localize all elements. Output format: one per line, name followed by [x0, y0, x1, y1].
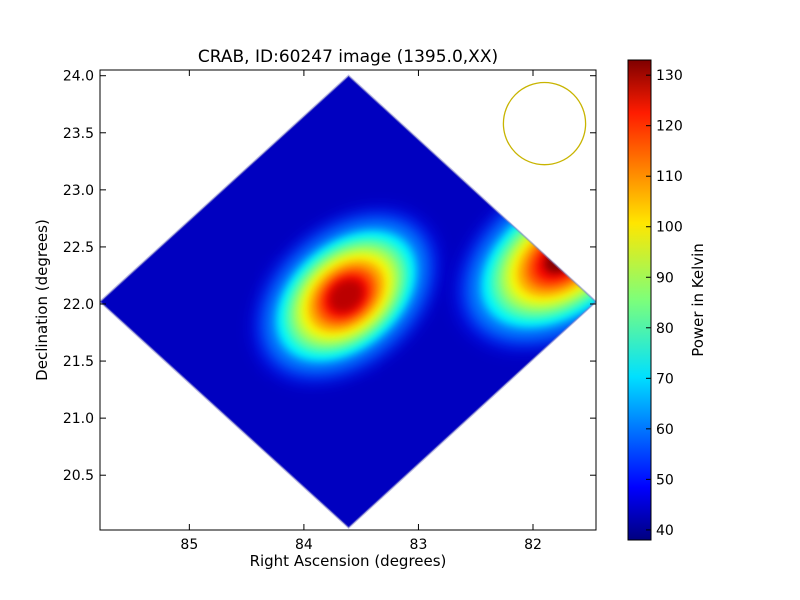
- plot-area: 85 84 83 82 20.5 21.0 21.5 22.0 22.5 23.0 23.5 24.…: [63, 69, 597, 553]
- colorbar-gradient: [627, 59, 652, 541]
- colorbar-tick-label: 100: [656, 220, 683, 236]
- colorbar-label: Power in Kelvin: [689, 243, 707, 357]
- colorbar-tick-label: 90: [656, 270, 674, 286]
- plot-frame: [99, 69, 597, 531]
- coverage-edge: [100, 74, 596, 530]
- x-axis: 85 84 83 82: [180, 70, 542, 553]
- x-axis-label: Right Ascension (degrees): [250, 552, 447, 570]
- x-tick-label: 84: [295, 537, 313, 553]
- y-tick-label: 22.5: [63, 240, 94, 256]
- colorbar-tick-label: 60: [656, 422, 674, 438]
- intensity-contour: [329, 280, 363, 312]
- y-axis-label: Declination (degrees): [33, 219, 51, 381]
- y-tick-label: 21.5: [63, 354, 94, 370]
- colorbar-tick-label: 70: [656, 371, 674, 387]
- y-tick-label: 24.0: [63, 69, 94, 85]
- y-tick-label: 22.0: [63, 297, 94, 313]
- x-tick-label: 85: [180, 537, 198, 553]
- x-tick-label: 82: [524, 537, 542, 553]
- colorbar-tick-label: 130: [656, 68, 683, 84]
- chart-title: CRAB, ID:60247 image (1395.0,XX): [198, 47, 498, 67]
- y-tick-label: 23.5: [63, 126, 94, 142]
- beam-circle: [502, 81, 587, 166]
- x-tick-label: 83: [410, 537, 428, 553]
- colorbar: 40 50 60 70 80 90 100 110 120 130 Power in Kelvin: [627, 59, 707, 541]
- y-tick-label: 23.0: [63, 183, 94, 199]
- colorbar-tick-label: 110: [656, 169, 683, 185]
- colorbar-tick-label: 40: [656, 523, 674, 539]
- colorbar-tick-label: 50: [656, 472, 674, 488]
- y-tick-label: 20.5: [63, 468, 94, 484]
- y-axis: 20.5 21.0 21.5 22.0 22.5 23.0 23.5 24.0: [63, 69, 596, 484]
- colorbar-axis: 40 50 60 70 80 90 100 110 120 130: [646, 68, 683, 539]
- y-tick-label: 21.0: [63, 411, 94, 427]
- colorbar-tick-label: 120: [656, 119, 683, 135]
- colorbar-tick-label: 80: [656, 321, 674, 337]
